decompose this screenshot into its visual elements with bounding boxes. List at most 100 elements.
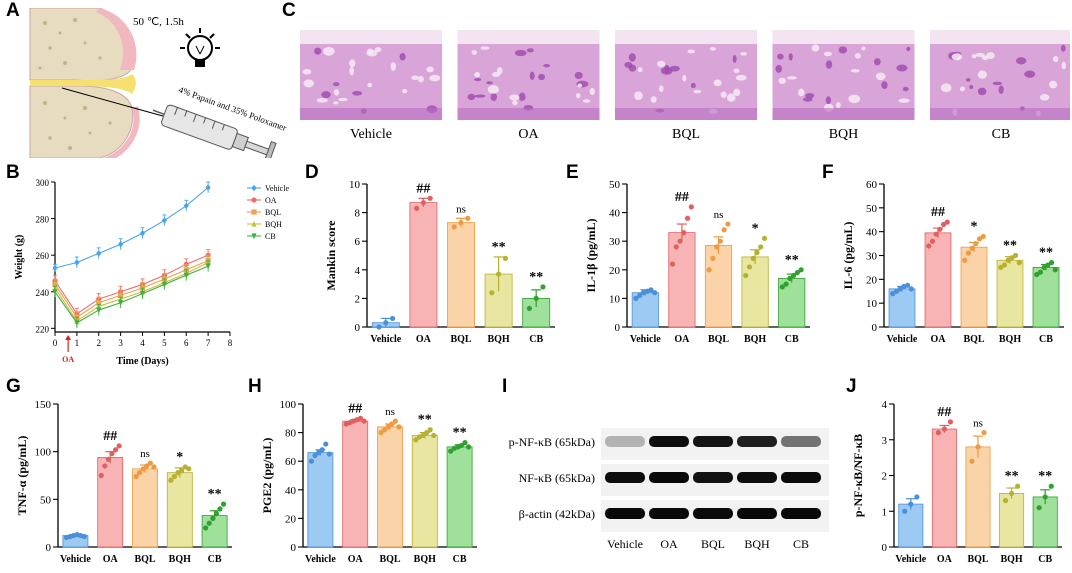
- histology-cell: [854, 52, 861, 59]
- significance-label: **: [1038, 469, 1052, 484]
- histology-cell: [514, 49, 527, 57]
- histology-cell: [825, 96, 832, 105]
- data-point: [161, 217, 167, 224]
- data-point: [420, 432, 426, 439]
- histology-cell: [940, 83, 952, 93]
- bar-group-bqh: [999, 483, 1025, 548]
- bar-group-oa: [668, 204, 696, 328]
- histology-cell: [788, 53, 793, 61]
- histology-cell: [1052, 56, 1059, 63]
- y-axis-label: Weight (g): [14, 235, 25, 280]
- series-line: [54, 187, 209, 269]
- histology-cell: [1015, 57, 1027, 65]
- bar: [1032, 267, 1060, 328]
- x-tick-label-vehicle: Vehicle: [305, 554, 336, 565]
- data-point: [1002, 497, 1009, 504]
- data-point: [137, 470, 143, 476]
- y-tick-label: 20: [285, 513, 297, 525]
- histology-image-vehicle: [300, 30, 442, 120]
- western-blot: p-NF-κB (65kDa) NF-κB (65kDa) β-actin (42k…: [509, 428, 829, 551]
- histology-cell: [775, 64, 782, 73]
- x-tick-label-bqh: BQH: [169, 554, 191, 565]
- data-point: [902, 508, 908, 514]
- data-point: [1009, 490, 1015, 496]
- significance-label: **: [529, 270, 543, 285]
- histology-cell: [624, 61, 633, 69]
- significance-label: ns: [456, 203, 466, 215]
- x-tick-label-bql: BQL: [967, 554, 988, 565]
- data-point: [383, 320, 389, 326]
- data-point: [385, 424, 391, 430]
- histology-cell: [349, 59, 356, 68]
- data-point: [183, 272, 189, 279]
- panel-label-e: E: [566, 162, 579, 183]
- histology-cell: [338, 97, 348, 102]
- bar-group-bqh: [166, 464, 193, 548]
- significance-label: ns: [714, 209, 724, 221]
- data-point: [746, 264, 753, 270]
- x-tick-label-bqh: BQH: [744, 334, 766, 345]
- panel-label-i: I: [502, 376, 508, 397]
- legend-label: OA: [265, 196, 277, 205]
- significance-label: ns: [140, 448, 150, 460]
- data-point: [717, 238, 723, 244]
- histology-cell: [733, 88, 741, 97]
- bar: [307, 452, 334, 548]
- histology-cell: [805, 92, 815, 99]
- histology-background: [300, 30, 442, 120]
- y-tick-label: 40: [609, 208, 621, 220]
- significance-label: **: [785, 253, 799, 268]
- y-tick-label: 0: [355, 322, 361, 334]
- blot-lane-label-bqh: BQH: [744, 537, 770, 551]
- bar-group-cb: [1032, 483, 1058, 548]
- histology-cell: [634, 91, 643, 101]
- bar-group-bqh: [411, 427, 438, 548]
- blot-band: [737, 508, 777, 519]
- panel-label-b: B: [6, 162, 20, 183]
- histology-cell: [576, 93, 581, 99]
- y-axis-label: IL-6 (pg/mL): [841, 222, 855, 290]
- data-point: [151, 464, 157, 470]
- significance-label: **: [492, 240, 506, 255]
- bar-group-vehicle: [371, 315, 400, 330]
- significance-label: ns: [385, 406, 395, 418]
- x-tick-label-oa: OA: [931, 334, 947, 345]
- blot-band: [781, 436, 821, 447]
- panel-c-histology: Vehicle OA BQL BQH CB: [300, 30, 1072, 170]
- histology-cell: [577, 83, 583, 88]
- y-tick-label: 50: [609, 179, 621, 191]
- histology-cell: [486, 81, 493, 85]
- data-point: [323, 441, 329, 447]
- pnfkb-ratio-bar-chart: 0 1 2 3 4 p-NF-κB/NF-κB Vehicle OA ## BQL ns BQH ** C…: [852, 399, 1062, 565]
- bar: [166, 472, 193, 548]
- data-point: [203, 525, 209, 531]
- histology-cell: [977, 87, 987, 96]
- bar: [931, 428, 957, 548]
- data-point: [975, 444, 981, 450]
- data-point: [1048, 483, 1054, 489]
- data-point: [998, 264, 1004, 271]
- data-point: [414, 205, 420, 211]
- data-point: [779, 284, 785, 290]
- data-point: [981, 430, 987, 436]
- data-point: [754, 250, 760, 256]
- histology-cell: [720, 91, 727, 98]
- histology-cell: [735, 74, 747, 81]
- y-tick-label: 100: [280, 399, 297, 411]
- histology-cell: [417, 75, 424, 83]
- data-point: [761, 235, 768, 241]
- data-point: [897, 286, 903, 292]
- blot-band: [693, 472, 733, 483]
- data-point: [319, 447, 325, 453]
- bar-group-bql: [960, 233, 988, 328]
- x-tick-label-oa: OA: [674, 334, 690, 345]
- histology-cell: [657, 60, 666, 68]
- histology-cell: [740, 52, 748, 56]
- histology-cell: [732, 55, 737, 64]
- histology-cell: [512, 100, 518, 106]
- significance-label: *: [971, 219, 978, 234]
- histology-cell: [1049, 80, 1058, 89]
- y-tick-label: 40: [285, 485, 297, 497]
- histology-cell: [881, 81, 888, 89]
- data-point: [396, 424, 402, 430]
